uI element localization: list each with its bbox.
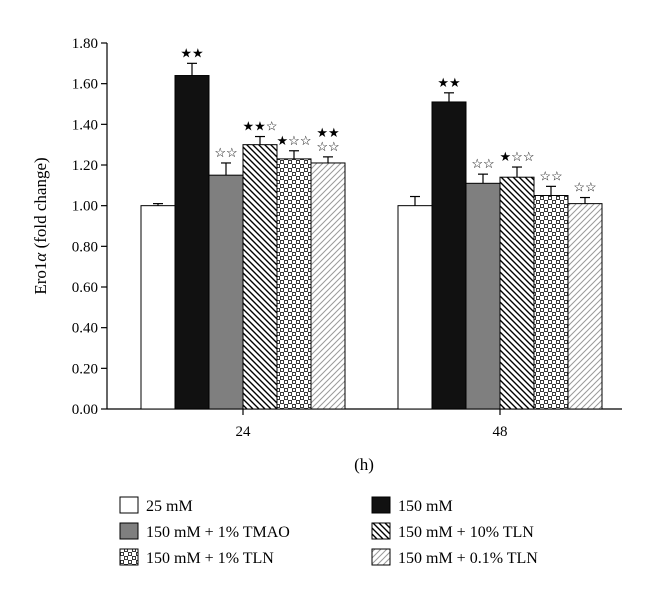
y-axis-label-greek: α <box>31 252 50 262</box>
bar <box>310 162 346 410</box>
y-tick-label: 0.20 <box>72 361 98 377</box>
legend-label: 150 mM + 1% TMAO <box>146 524 290 541</box>
y-tick-label: 1.40 <box>72 117 98 133</box>
significance-mark: ☆☆ <box>316 139 339 154</box>
x-axis-label: (h) <box>354 455 374 474</box>
bar <box>567 203 603 410</box>
significance-mark: ☆☆ <box>573 180 596 195</box>
bar <box>174 75 210 410</box>
significance-mark: ★★☆ <box>243 119 278 134</box>
bar <box>208 174 244 410</box>
bar <box>533 195 569 410</box>
bar <box>465 182 501 410</box>
y-ticks: 0.00 0.20 0.40 0.60 0.80 1.00 1.20 1.40 1.60 1.80 <box>72 36 107 418</box>
y-tick-label: 1.00 <box>72 199 98 215</box>
bar <box>499 176 535 410</box>
bars <box>140 75 603 410</box>
y-tick-label: 1.60 <box>72 77 98 93</box>
y-tick-label: 0.00 <box>72 402 98 418</box>
significance-mark: ☆☆ <box>539 168 562 183</box>
legend-swatch <box>371 496 391 514</box>
y-tick-label: 1.80 <box>72 36 98 52</box>
legend-label: 150 mM + 1% TLN <box>146 550 274 567</box>
bar <box>276 158 312 410</box>
legend-swatch <box>371 522 391 540</box>
y-tick-label: 0.60 <box>72 280 98 296</box>
legend-swatch <box>119 496 139 514</box>
y-tick-label: 1.20 <box>72 158 98 174</box>
legend-swatch <box>119 522 139 540</box>
legend-label: 150 mM + 0.1% TLN <box>398 550 538 567</box>
legend-label: 150 mM + 10% TLN <box>398 524 534 541</box>
legend-swatch <box>371 548 391 566</box>
y-axis-label-suffix: (fold change) <box>31 157 50 252</box>
y-tick-label: 0.40 <box>72 321 98 337</box>
legend-label: 25 mM <box>146 498 193 515</box>
significance-mark: ☆☆ <box>471 156 494 171</box>
x-tick-label: 24 <box>236 424 252 440</box>
significance-mark: ★☆☆ <box>500 149 535 164</box>
significance-mark: ★★ <box>316 125 339 140</box>
significance-mark: ★☆☆ <box>277 133 312 148</box>
x-tick-label: 48 <box>493 424 508 440</box>
legend: 25 mM 150 mM 150 mM + 1% TMAO 150 mM + 10% … <box>119 496 538 567</box>
legend-label: 150 mM <box>398 498 453 515</box>
significance-mark: ★★ <box>180 45 203 60</box>
bar <box>242 144 278 410</box>
bar <box>140 205 176 410</box>
bar <box>397 205 433 410</box>
y-axis-label-prefix: Ero1 <box>31 262 50 295</box>
legend-swatch <box>119 548 139 566</box>
y-tick-label: 0.80 <box>72 239 98 255</box>
significance-marks: ★★☆☆★★☆★☆☆★★☆☆★★☆☆ ★☆☆☆☆☆☆ <box>180 45 596 194</box>
significance-mark: ★★ <box>437 75 460 90</box>
x-ticks: 24 48 <box>236 409 508 440</box>
bar <box>431 101 467 410</box>
significance-mark: ☆☆ <box>214 145 237 160</box>
error-bars <box>153 62 590 206</box>
y-axis-label: Ero1α (fold change) <box>31 157 50 294</box>
